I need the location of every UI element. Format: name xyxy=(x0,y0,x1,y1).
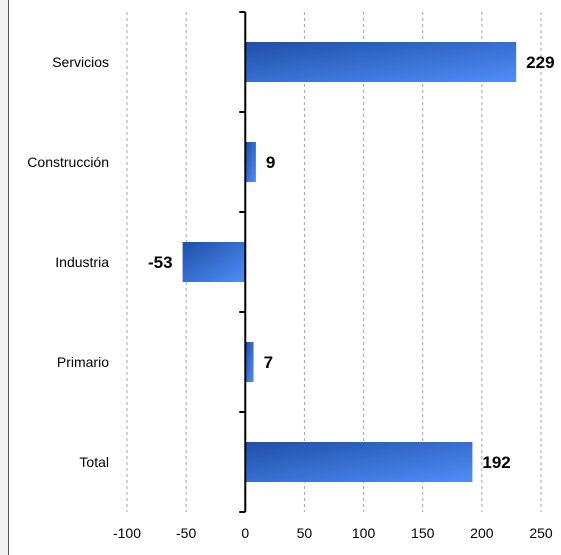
bar-servicios xyxy=(245,42,517,82)
x-tick-label: 250 xyxy=(529,525,553,541)
left-panel-border xyxy=(0,0,9,555)
y-axis xyxy=(239,11,247,513)
value-label: 7 xyxy=(264,353,273,372)
value-label: -53 xyxy=(148,253,173,272)
x-tick-label: -100 xyxy=(113,525,141,541)
bar-primario xyxy=(245,342,254,382)
x-tick-label: 100 xyxy=(352,525,376,541)
x-tick-label: 0 xyxy=(241,525,249,541)
x-tick-label: 200 xyxy=(470,525,494,541)
x-tick-label: 150 xyxy=(411,525,435,541)
value-label: 9 xyxy=(266,153,275,172)
bar-construcción xyxy=(245,142,256,182)
category-label: Servicios xyxy=(52,54,109,70)
category-label: Primario xyxy=(57,354,109,370)
value-labels: 229 9 -53 7 192 xyxy=(148,53,555,472)
gridlines xyxy=(126,12,542,512)
category-label: Industria xyxy=(55,254,109,270)
category-label: Total xyxy=(79,454,109,470)
value-label: 229 xyxy=(526,53,554,72)
x-tick-labels: -100 -50 0 50 100 150 200 250 xyxy=(113,525,553,541)
x-tick-label: -50 xyxy=(176,525,196,541)
x-tick-label: 50 xyxy=(297,525,313,541)
bar-industria xyxy=(182,242,246,282)
category-labels: Servicios Construcción Industria Primario To… xyxy=(27,54,109,470)
category-label: Construcción xyxy=(27,154,109,170)
bars xyxy=(182,42,517,482)
value-label: 192 xyxy=(482,453,510,472)
bar-total xyxy=(245,442,473,482)
